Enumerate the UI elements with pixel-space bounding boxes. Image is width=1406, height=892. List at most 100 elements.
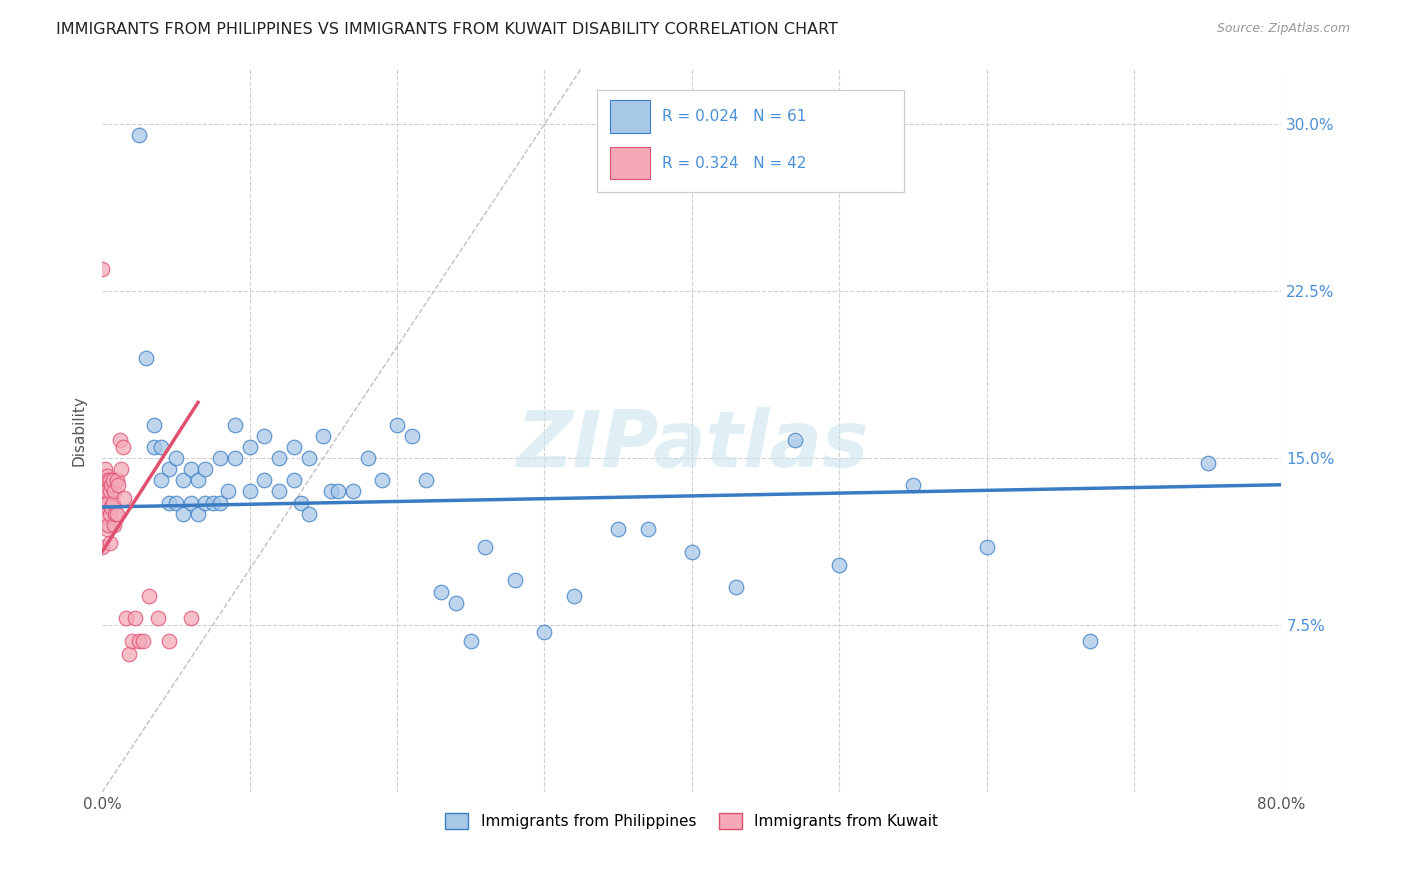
Point	[267, 451, 290, 466]
Point	[430, 584, 453, 599]
Point	[267, 484, 290, 499]
Point	[110, 462, 132, 476]
Point	[91, 484, 114, 499]
Point	[121, 633, 143, 648]
Point	[142, 440, 165, 454]
Point	[165, 495, 187, 509]
Point	[607, 522, 630, 536]
Point	[312, 429, 335, 443]
Point	[100, 500, 122, 514]
Point	[187, 473, 209, 487]
Point	[132, 633, 155, 648]
Point	[148, 611, 170, 625]
Point	[224, 451, 246, 466]
Point	[356, 451, 378, 466]
Point	[474, 540, 496, 554]
Point	[297, 507, 319, 521]
Point	[91, 261, 114, 276]
Point	[562, 589, 585, 603]
Point	[239, 484, 262, 499]
Point	[1078, 633, 1101, 648]
Point	[114, 611, 136, 625]
Point	[97, 517, 120, 532]
Point	[326, 484, 349, 499]
Point	[98, 535, 121, 549]
Point	[107, 477, 129, 491]
Point	[283, 473, 305, 487]
Point	[100, 477, 122, 491]
Point	[128, 633, 150, 648]
Point	[371, 473, 394, 487]
Point	[101, 495, 124, 509]
Point	[828, 558, 851, 572]
Point	[783, 434, 806, 448]
Point	[901, 477, 924, 491]
Point	[138, 589, 160, 603]
Point	[157, 462, 180, 476]
Point	[194, 495, 217, 509]
Y-axis label: Disability: Disability	[72, 395, 86, 466]
Point	[187, 507, 209, 521]
Point	[209, 451, 232, 466]
Point	[401, 429, 423, 443]
Point	[97, 495, 120, 509]
Point	[1197, 456, 1219, 470]
Point	[172, 473, 194, 487]
Point	[533, 624, 555, 639]
Point	[157, 495, 180, 509]
Point	[172, 507, 194, 521]
Point	[118, 647, 141, 661]
Point	[194, 462, 217, 476]
Point	[180, 611, 202, 625]
Point	[96, 500, 118, 514]
Text: Source: ZipAtlas.com: Source: ZipAtlas.com	[1216, 22, 1350, 36]
Point	[91, 540, 114, 554]
Point	[681, 544, 703, 558]
Point	[253, 473, 276, 487]
Point	[98, 484, 121, 499]
Point	[128, 128, 150, 143]
Point	[290, 495, 312, 509]
Point	[94, 462, 117, 476]
Point	[101, 473, 124, 487]
Point	[97, 473, 120, 487]
Point	[112, 491, 135, 505]
Point	[976, 540, 998, 554]
Text: IMMIGRANTS FROM PHILIPPINES VS IMMIGRANTS FROM KUWAIT DISABILITY CORRELATION CHA: IMMIGRANTS FROM PHILIPPINES VS IMMIGRANT…	[56, 22, 838, 37]
Point	[342, 484, 364, 499]
Point	[98, 473, 121, 487]
Point	[135, 351, 157, 365]
Point	[283, 440, 305, 454]
Point	[98, 507, 121, 521]
Point	[319, 484, 342, 499]
Point	[724, 580, 747, 594]
Point	[108, 434, 131, 448]
Point	[157, 633, 180, 648]
Point	[94, 477, 117, 491]
Point	[150, 440, 173, 454]
Point	[239, 440, 262, 454]
Point	[165, 451, 187, 466]
Point	[460, 633, 482, 648]
Point	[415, 473, 437, 487]
Point	[103, 517, 125, 532]
Point	[124, 611, 146, 625]
Point	[385, 417, 408, 432]
Point	[637, 522, 659, 536]
Point	[217, 484, 239, 499]
Point	[150, 473, 173, 487]
Point	[253, 429, 276, 443]
Point	[91, 507, 114, 521]
Point	[96, 468, 118, 483]
Point	[142, 417, 165, 432]
Point	[91, 473, 114, 487]
Point	[104, 507, 127, 521]
Point	[105, 507, 128, 521]
Point	[297, 451, 319, 466]
Point	[180, 462, 202, 476]
Point	[105, 473, 128, 487]
Point	[111, 440, 134, 454]
Point	[209, 495, 232, 509]
Legend: Immigrants from Philippines, Immigrants from Kuwait: Immigrants from Philippines, Immigrants …	[439, 806, 945, 835]
Point	[96, 522, 118, 536]
